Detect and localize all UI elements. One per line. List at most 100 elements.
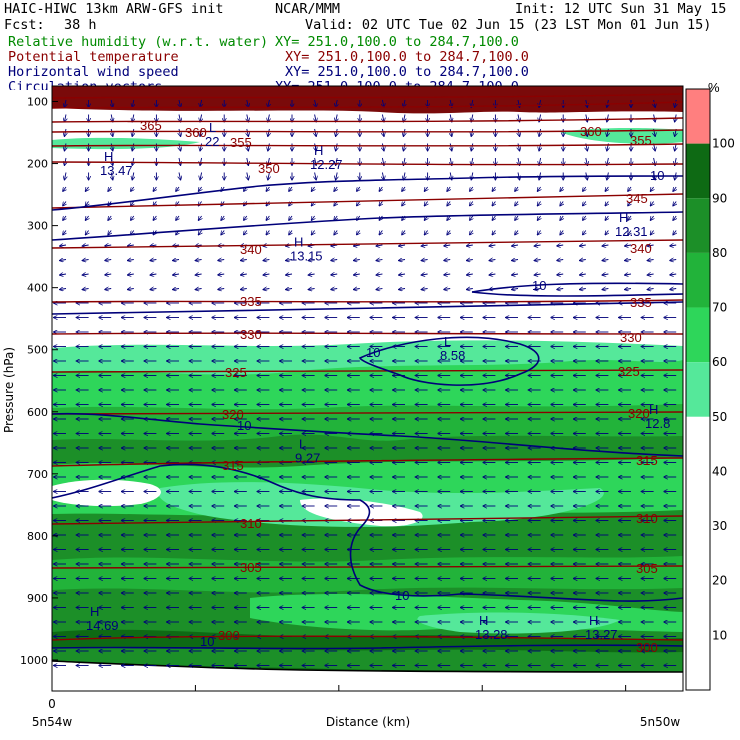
wind-vector (648, 289, 654, 290)
wind-vector (336, 172, 338, 180)
wind-vector (648, 274, 654, 275)
wind-vector (625, 274, 632, 275)
wind-vector (580, 274, 586, 275)
colorbar-tick-label: 10 (712, 628, 727, 642)
wind-vector (247, 172, 249, 180)
wind-vector (512, 289, 519, 290)
y-tick-label: 400 (27, 282, 48, 295)
theta-label-360: 360 (185, 125, 207, 140)
wind-vector (334, 230, 337, 235)
colorbar-segment (686, 198, 710, 253)
wind-vector (515, 201, 518, 206)
field-wind-xy: XY= 251.0,100.0 to 284.7,100.0 (285, 64, 529, 80)
plot-frame (51, 85, 684, 692)
colorbar-segment (686, 307, 710, 363)
wind-vector (492, 230, 495, 235)
wind-vector (560, 201, 563, 206)
colorbar-segment (686, 416, 710, 472)
wind-vector (535, 245, 541, 246)
wind-vector (648, 245, 654, 246)
wind-vector (607, 128, 609, 136)
x-axis (51, 685, 627, 691)
wind-vector (218, 260, 225, 261)
wind-vector (628, 186, 631, 191)
wind-vector (86, 186, 89, 191)
wind-vector (471, 143, 473, 151)
wind-vector (512, 274, 519, 275)
wind-vector (315, 143, 317, 151)
theta-label-315: 315 (222, 458, 244, 473)
theta-label-315-right: 315 (636, 453, 658, 468)
wind-vector (467, 274, 473, 275)
wind-vector (467, 260, 473, 261)
wind-vector (286, 289, 293, 290)
wind-vector (200, 99, 202, 107)
colorbar-segment (686, 471, 710, 527)
wind-vector (471, 128, 473, 136)
wind-vector (312, 186, 315, 191)
extremum-value: 14.69 (86, 618, 119, 633)
wind-vector (111, 143, 113, 151)
field-wind-name: Horizontal wind speed (8, 64, 179, 80)
wind-vector (199, 215, 202, 220)
wind-vector (200, 157, 202, 165)
wind-vector (60, 245, 67, 246)
theta-label-365: 365 (140, 118, 162, 133)
wind-vector (86, 215, 89, 220)
wind-vector (602, 274, 609, 275)
wind-vector (179, 172, 181, 180)
wind-vector (218, 289, 225, 290)
wind-vector (402, 201, 405, 206)
theta-label-335: 335 (240, 294, 262, 309)
wind-vector (83, 260, 89, 261)
wind-vector (268, 114, 270, 122)
wind-vector (331, 260, 338, 261)
wind-vector (673, 201, 676, 206)
wind-vector (200, 114, 202, 122)
colorbar-tick-label: 60 (712, 355, 727, 369)
wind-vector (422, 260, 428, 261)
wind-vector (673, 186, 676, 191)
wind-vector (651, 201, 654, 206)
wind-vector (60, 289, 67, 290)
wind-vector (86, 230, 89, 235)
wind-vector (557, 245, 564, 246)
theta-labels: 365 360 360 355 355 350 345 340 340 335 … (140, 118, 658, 655)
wind-vector (315, 128, 317, 136)
wind-vector (354, 260, 360, 261)
wind-vector (583, 201, 586, 206)
wind-vector (150, 245, 157, 246)
wind-label-10-e: 10 (395, 588, 409, 603)
wind-vector (63, 186, 66, 191)
wind-vector (673, 230, 676, 235)
theta-label-360-right: 360 (580, 124, 602, 139)
wind-vector (200, 143, 202, 151)
theta-label-320-right: 320 (628, 406, 650, 421)
colorbar-segment (686, 89, 710, 144)
rh-patch-upper-right (560, 128, 683, 144)
field-theta-name: Potential temperature (8, 49, 179, 65)
wind-vector (128, 274, 134, 275)
wind-vector (404, 128, 406, 136)
wind-vector (382, 114, 384, 122)
wind-vector (560, 215, 563, 220)
wind-contours (52, 175, 683, 650)
extremum-type: L (209, 120, 216, 135)
wind-vector (221, 230, 224, 235)
colorbar-segment (686, 362, 710, 417)
wind-vector (268, 128, 270, 136)
y-axis-label: Pressure (hPa) (2, 347, 16, 433)
wind-vector (399, 260, 406, 261)
wind-vector (111, 172, 113, 180)
wind-vector (492, 201, 495, 206)
wind-vector (376, 289, 383, 290)
terrain (52, 661, 683, 691)
wind-vector (670, 245, 677, 246)
wind-vector (467, 289, 473, 290)
wind-vector (515, 215, 518, 220)
extremum-value: 13.15 (290, 249, 323, 264)
wind-vector (492, 186, 495, 191)
wind-vector (331, 274, 338, 275)
wind-vector (153, 215, 156, 220)
wind-vector (200, 172, 202, 180)
